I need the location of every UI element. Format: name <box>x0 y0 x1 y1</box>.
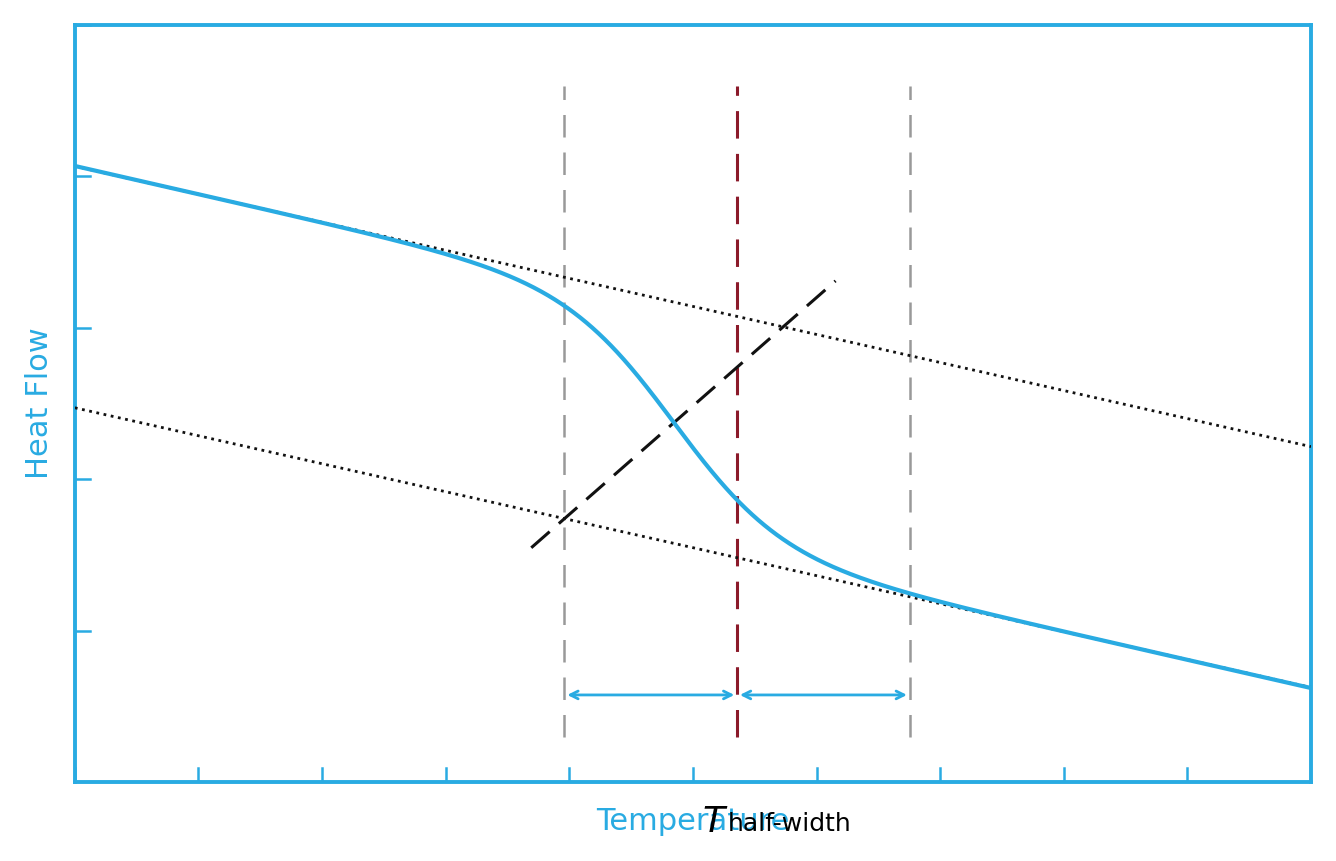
Text: half-width: half-width <box>728 812 851 836</box>
Text: T: T <box>703 805 725 839</box>
X-axis label: Temperature: Temperature <box>596 807 790 836</box>
Y-axis label: Heat Flow: Heat Flow <box>25 328 53 480</box>
